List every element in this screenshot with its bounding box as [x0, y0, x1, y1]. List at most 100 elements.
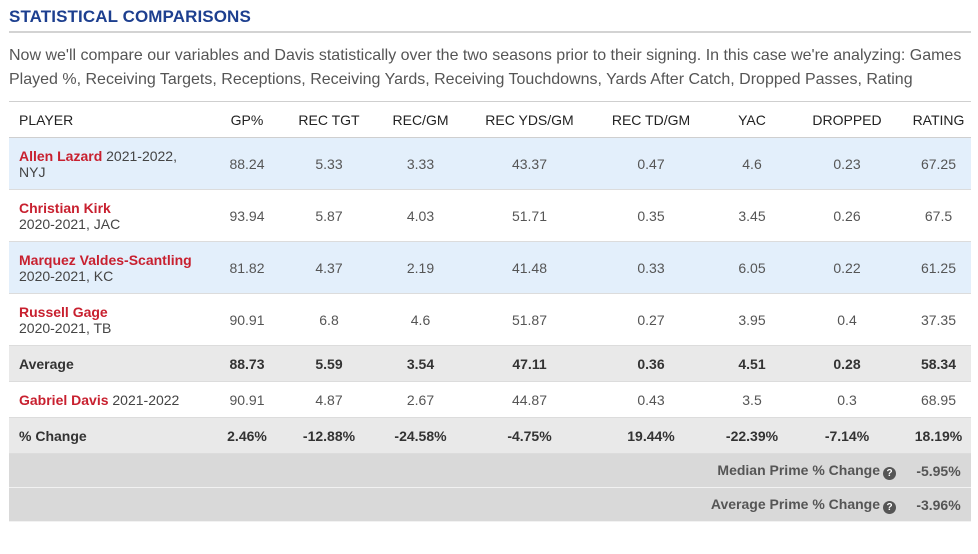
header-rec-td-gm: REC TD/GM	[586, 101, 716, 138]
help-icon[interactable]: ?	[883, 466, 896, 480]
title-divider	[9, 31, 971, 33]
gp-cell: 2.46%	[204, 417, 290, 454]
player-cell: Marquez Valdes-Scantling 2020-2021, KC	[9, 241, 204, 294]
rec-td-gm-cell: 0.43	[586, 381, 716, 418]
dropped-cell: 0.4	[788, 293, 906, 346]
gp-cell: 90.91	[204, 381, 290, 418]
rec-yds-gm-cell: -4.75%	[473, 417, 586, 454]
rating-cell: 67.25	[906, 137, 971, 190]
rec-gm-cell: -24.58%	[368, 417, 473, 454]
table-row: Russell Gage 2020-2021, TB 90.91 6.8 4.6 …	[9, 293, 971, 346]
header-yac: YAC	[716, 101, 788, 138]
median-prime-label: Median Prime % Change	[717, 461, 880, 478]
yac-cell: 4.6	[716, 137, 788, 190]
header-dropped: DROPPED	[788, 101, 906, 138]
table-row: Christian Kirk 2020-2021, JAC 93.94 5.87 …	[9, 189, 971, 242]
header-rec-gm: REC/GM	[368, 101, 473, 138]
gp-cell: 81.82	[204, 241, 290, 294]
player-link[interactable]: Marquez Valdes-Scantling	[19, 251, 192, 268]
average-prime-value: -3.96%	[906, 487, 971, 522]
table-row: Allen Lazard 2021-2022, NYJ 88.24 5.33 3…	[9, 137, 971, 190]
rec-tgt-cell: 5.87	[290, 189, 368, 242]
header-rating: RATING	[906, 101, 971, 138]
header-player: PLAYER	[9, 101, 204, 138]
rec-gm-cell: 3.54	[368, 345, 473, 382]
rec-yds-gm-cell: 51.71	[473, 189, 586, 242]
rating-cell: 68.95	[906, 381, 971, 418]
player-link[interactable]: Gabriel Davis	[19, 391, 109, 408]
player-detail: 2021-2022, NYJ	[19, 147, 177, 180]
average-prime-label: Average Prime % Change	[710, 495, 880, 512]
rec-yds-gm-cell: 47.11	[473, 345, 586, 382]
player-cell: Allen Lazard 2021-2022, NYJ	[9, 137, 204, 190]
rating-cell: 58.34	[906, 345, 971, 382]
rating-cell: 18.19%	[906, 417, 971, 454]
header-gp: GP%	[204, 101, 290, 138]
rec-gm-cell: 3.33	[368, 137, 473, 190]
summary-label-cell: Median Prime % Change?	[9, 453, 906, 488]
rec-td-gm-cell: 0.27	[586, 293, 716, 346]
dropped-cell: 0.26	[788, 189, 906, 242]
median-prime-row: Median Prime % Change? -5.95%	[9, 453, 971, 488]
rec-yds-gm-cell: 44.87	[473, 381, 586, 418]
help-icon[interactable]: ?	[883, 500, 896, 514]
player-detail: 2020-2021, TB	[19, 319, 112, 336]
rec-td-gm-cell: 0.47	[586, 137, 716, 190]
average-row: Average 88.73 5.59 3.54 47.11 0.36 4.51 …	[9, 345, 971, 382]
rec-tgt-cell: 4.37	[290, 241, 368, 294]
yac-cell: 3.45	[716, 189, 788, 242]
yac-cell: -22.39%	[716, 417, 788, 454]
player-detail: 2020-2021, JAC	[19, 215, 121, 232]
rec-td-gm-cell: 0.36	[586, 345, 716, 382]
percent-change-row: % Change 2.46% -12.88% -24.58% -4.75% 19…	[9, 417, 971, 454]
dropped-cell: 0.23	[788, 137, 906, 190]
rec-tgt-cell: 6.8	[290, 293, 368, 346]
player-link[interactable]: Russell Gage	[19, 303, 108, 320]
rec-tgt-cell: 5.59	[290, 345, 368, 382]
rec-td-gm-cell: 0.35	[586, 189, 716, 242]
rec-gm-cell: 4.03	[368, 189, 473, 242]
percent-change-label: % Change	[9, 417, 204, 454]
gp-cell: 90.91	[204, 293, 290, 346]
dropped-cell: 0.28	[788, 345, 906, 382]
gp-cell: 93.94	[204, 189, 290, 242]
player-detail: 2021-2022	[108, 391, 180, 408]
yac-cell: 3.5	[716, 381, 788, 418]
dropped-cell: 0.22	[788, 241, 906, 294]
rec-yds-gm-cell: 41.48	[473, 241, 586, 294]
rec-td-gm-cell: 0.33	[586, 241, 716, 294]
section-title: STATISTICAL COMPARISONS	[9, 7, 251, 26]
gp-cell: 88.73	[204, 345, 290, 382]
player-link[interactable]: Christian Kirk	[19, 199, 111, 216]
rating-cell: 61.25	[906, 241, 971, 294]
gp-cell: 88.24	[204, 137, 290, 190]
header-rec-yds-gm: REC YDS/GM	[473, 101, 586, 138]
player-cell: Gabriel Davis 2021-2022	[9, 381, 204, 418]
header-rec-tgt: REC TGT	[290, 101, 368, 138]
rating-cell: 37.35	[906, 293, 971, 346]
average-label: Average	[9, 345, 204, 382]
rec-td-gm-cell: 19.44%	[586, 417, 716, 454]
subject-row: Gabriel Davis 2021-2022 90.91 4.87 2.67 …	[9, 381, 971, 418]
rec-gm-cell: 4.6	[368, 293, 473, 346]
yac-cell: 3.95	[716, 293, 788, 346]
rec-tgt-cell: -12.88%	[290, 417, 368, 454]
player-cell: Russell Gage 2020-2021, TB	[9, 293, 204, 346]
comparison-table: PLAYER GP% REC TGT REC/GM REC YDS/GM REC…	[9, 101, 971, 522]
player-link[interactable]: Allen Lazard	[19, 147, 103, 164]
rating-cell: 67.5	[906, 189, 971, 242]
table-row: Marquez Valdes-Scantling 2020-2021, KC 8…	[9, 241, 971, 294]
summary-label-cell: Average Prime % Change?	[9, 487, 906, 522]
rec-gm-cell: 2.19	[368, 241, 473, 294]
average-prime-row: Average Prime % Change? -3.96%	[9, 487, 971, 522]
dropped-cell: 0.3	[788, 381, 906, 418]
rec-gm-cell: 2.67	[368, 381, 473, 418]
median-prime-value: -5.95%	[906, 453, 971, 488]
section-intro: Now we'll compare our variables and Davi…	[9, 47, 962, 88]
player-cell: Christian Kirk 2020-2021, JAC	[9, 189, 204, 242]
statistical-comparisons-section: STATISTICAL COMPARISONS Now we'll compar…	[9, 7, 971, 522]
rec-yds-gm-cell: 43.37	[473, 137, 586, 190]
yac-cell: 6.05	[716, 241, 788, 294]
dropped-cell: -7.14%	[788, 417, 906, 454]
rec-tgt-cell: 5.33	[290, 137, 368, 190]
